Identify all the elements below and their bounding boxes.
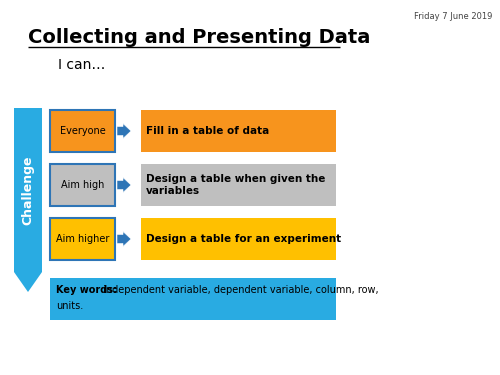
Text: I can…: I can…: [58, 58, 106, 72]
FancyBboxPatch shape: [50, 110, 115, 152]
FancyArrow shape: [117, 177, 131, 192]
Text: Design a table when given the
variables: Design a table when given the variables: [146, 174, 326, 196]
Text: Aim higher: Aim higher: [56, 234, 109, 244]
FancyBboxPatch shape: [141, 218, 336, 260]
Text: Aim high: Aim high: [61, 180, 104, 190]
FancyArrow shape: [117, 123, 131, 138]
FancyBboxPatch shape: [141, 110, 336, 152]
Polygon shape: [14, 108, 42, 292]
FancyBboxPatch shape: [50, 164, 115, 206]
FancyBboxPatch shape: [50, 218, 115, 260]
Text: units.: units.: [56, 301, 83, 311]
Text: Key words:: Key words:: [56, 285, 117, 295]
Text: independent variable, dependent variable, column, row,: independent variable, dependent variable…: [100, 285, 378, 295]
FancyArrow shape: [117, 231, 131, 246]
Text: Fill in a table of data: Fill in a table of data: [146, 126, 269, 136]
Text: Challenge: Challenge: [22, 155, 35, 225]
Text: Collecting and Presenting Data: Collecting and Presenting Data: [28, 28, 370, 47]
FancyBboxPatch shape: [141, 164, 336, 206]
Text: Design a table for an experiment: Design a table for an experiment: [146, 234, 341, 244]
Text: Friday 7 June 2019: Friday 7 June 2019: [414, 12, 492, 21]
FancyBboxPatch shape: [50, 278, 336, 320]
Text: Everyone: Everyone: [60, 126, 106, 136]
